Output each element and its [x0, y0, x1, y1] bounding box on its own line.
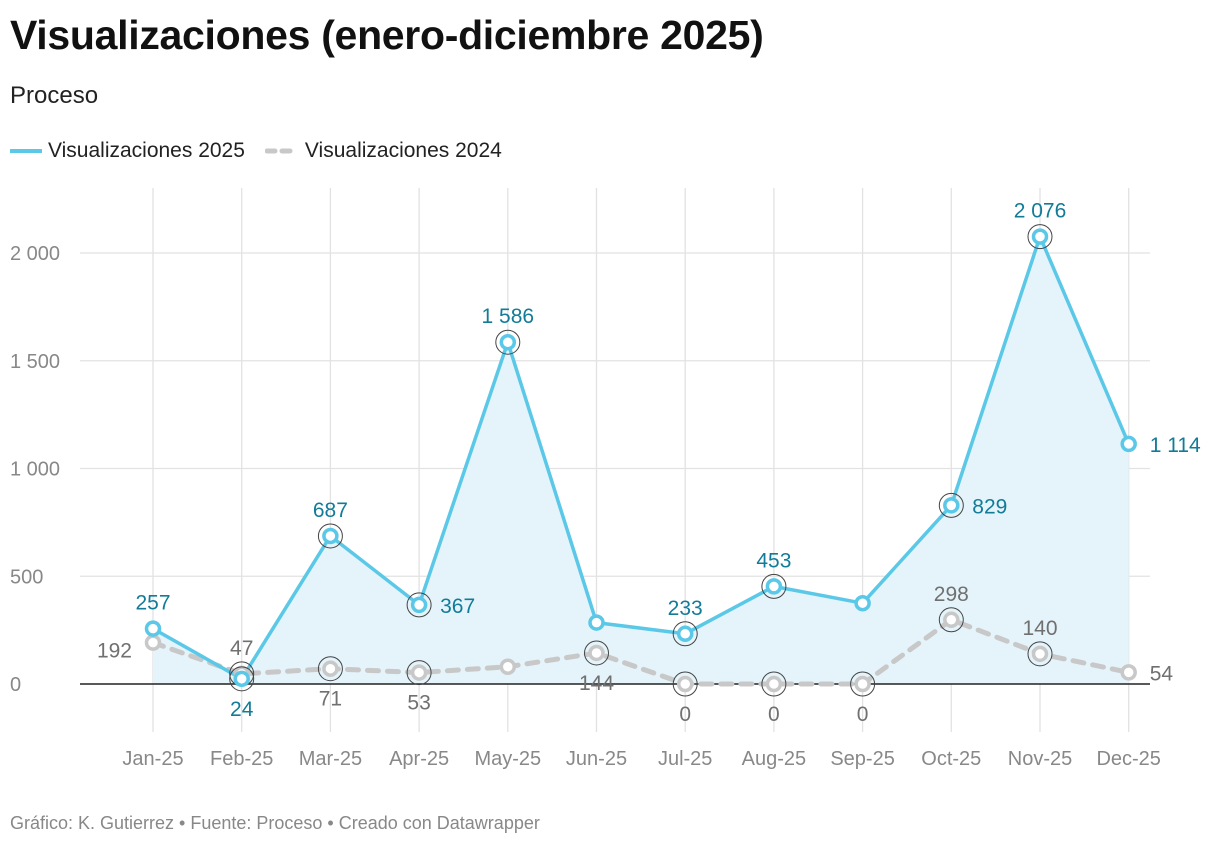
legend-item-2024: Visualizaciones 2024 [264, 139, 502, 163]
x-tick-label: Feb-25 [210, 748, 273, 770]
x-tick-label: Aug-25 [742, 748, 807, 770]
point-2024 [499, 658, 517, 676]
point-2025 [1031, 228, 1049, 245]
point-2024 [854, 675, 871, 693]
y-tick-label: 1 000 [10, 459, 60, 481]
point-2024 [144, 634, 162, 651]
data-label-2025: 687 [313, 499, 348, 522]
point-2024 [765, 675, 783, 693]
y-tick-label: 500 [10, 566, 43, 588]
data-label-2025: 24 [230, 698, 254, 721]
x-tick-label: May-25 [474, 748, 541, 770]
y-tick-label: 1 500 [10, 351, 60, 373]
x-tick-label: Dec-25 [1096, 748, 1160, 770]
point-2025 [588, 614, 605, 631]
data-label-2024: 144 [579, 672, 614, 695]
point-2024 [1031, 645, 1049, 663]
area-fill-2025 [153, 236, 1129, 684]
highlight-ring-2024 [761, 671, 787, 697]
point-2024 [676, 675, 694, 693]
highlight-ring-2024 [584, 640, 609, 666]
data-label-2024: 0 [768, 703, 780, 726]
data-label-2024: 140 [1022, 617, 1057, 640]
point-2025 [410, 596, 428, 614]
area-2025 [153, 236, 1129, 684]
tick-labels: 0 500 1 000 1 500 2 000 Jan-25 Feb-25 Mar-25 Apr… [10, 243, 1161, 770]
point-2024 [943, 611, 960, 629]
data-label-2024: 0 [857, 703, 869, 726]
chart-footer: Gráfico: K. Gutierrez • Fuente: Proceso … [10, 813, 540, 833]
highlight-ring-2025 [495, 329, 521, 355]
legend-label-2024: Visualizaciones 2024 [304, 139, 502, 162]
data-label-2025: 1 114 [1150, 434, 1201, 457]
data-label-2024: 0 [679, 703, 691, 726]
data-label-2024: 54 [1150, 662, 1174, 685]
highlight-ring-2025 [938, 492, 964, 518]
point-2025 [144, 620, 162, 637]
legend: Visualizaciones 2025 Visualizaciones 202… [10, 139, 522, 163]
data-label-2024: 298 [934, 583, 969, 606]
x-tick-label: Nov-25 [1008, 748, 1072, 770]
point-2025 [499, 333, 517, 351]
data-label-2025: 233 [668, 597, 703, 620]
point-2024 [588, 644, 605, 662]
series-points [144, 224, 1137, 697]
data-label-2024: 192 [97, 640, 132, 663]
legend-swatch-2024 [264, 148, 299, 154]
x-tick-label: Sep-25 [830, 748, 895, 770]
chart-title: Visualizaciones (enero-diciembre 2025) [10, 12, 764, 58]
x-tick-label: Jan-25 [122, 748, 183, 770]
highlight-ring-2024 [672, 671, 698, 697]
y-tick-label: 2 000 [10, 243, 60, 265]
x-tick-label: Mar-25 [299, 748, 362, 770]
highlight-ring-2025 [672, 621, 698, 647]
line-chart: 192 47 71 53 144 0 0 0 298 140 54 257 24 687 367 1 586 2… [10, 188, 1201, 770]
data-label-2025: 1 586 [482, 305, 535, 328]
y-tick-label: 0 [10, 674, 21, 696]
data-label-2024: 53 [407, 692, 430, 715]
series-lines [150, 234, 1132, 687]
point-2025 [854, 594, 871, 612]
point-2025 [765, 578, 783, 595]
series-line-2024 [150, 617, 1132, 687]
highlight-ring-2025 [1027, 224, 1053, 250]
data-labels: 192 47 71 53 144 0 0 0 298 140 54 257 24 687 367 1 586 2… [97, 200, 1201, 726]
point-2025 [233, 670, 250, 688]
point-2025 [1120, 435, 1137, 453]
highlight-ring-2024 [938, 607, 964, 633]
data-label-2024: 71 [319, 688, 342, 711]
legend-swatch-2025 [10, 149, 42, 153]
highlight-ring-2024 [1027, 641, 1053, 667]
highlight-ring-2024 [317, 656, 343, 682]
highlight-ring-2024 [406, 660, 432, 686]
x-tick-label: Jun-25 [566, 748, 627, 770]
highlight-ring-2025 [229, 666, 255, 692]
point-2024 [410, 664, 428, 681]
x-tick-label: Jul-25 [658, 748, 712, 770]
point-2025 [943, 497, 960, 514]
data-label-2025: 367 [440, 595, 475, 618]
legend-item-2025: Visualizaciones 2025 [10, 139, 245, 163]
point-2024 [1120, 664, 1137, 681]
point-2024 [322, 660, 339, 677]
data-label-2025: 453 [756, 549, 791, 572]
chart-subtitle: Proceso [10, 82, 99, 109]
highlight-ring-2025 [406, 592, 432, 618]
data-label-2024: 47 [230, 637, 253, 660]
x-tick-label: Apr-25 [389, 748, 449, 770]
highlight-ring-2025 [761, 573, 787, 599]
data-label-2025: 257 [135, 592, 170, 615]
point-2025 [676, 625, 694, 643]
x-tick-label: Oct-25 [921, 748, 981, 770]
data-label-2025: 829 [972, 495, 1007, 518]
series-line-2025 [152, 234, 1131, 681]
point-2025 [322, 527, 339, 545]
legend-label-2025: Visualizaciones 2025 [48, 139, 245, 162]
highlight-ring-2024 [850, 671, 876, 697]
highlight-ring-2025 [317, 523, 343, 549]
data-label-2025: 2 076 [1014, 200, 1067, 223]
